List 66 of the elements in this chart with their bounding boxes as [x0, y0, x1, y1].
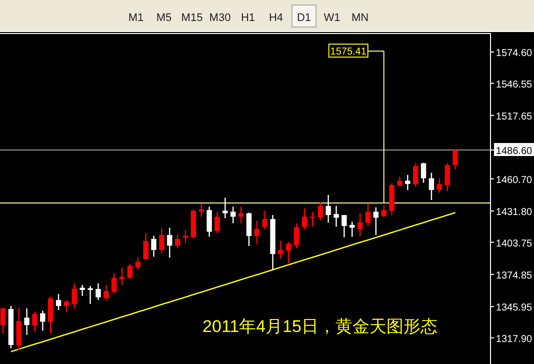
candlestick	[246, 212, 252, 247]
y-tick-label: 1403.75	[496, 238, 533, 250]
y-tick-label: 1374.85	[496, 270, 533, 282]
price-label: 1575.41	[328, 44, 384, 204]
candlestick	[381, 204, 386, 218]
candlestick	[436, 178, 442, 194]
candlestick	[222, 197, 228, 219]
candlestick	[72, 282, 78, 309]
candlestick	[420, 162, 426, 184]
candlestick	[0, 308, 6, 334]
y-tick-label: 1345.95	[496, 302, 533, 314]
candlestick	[342, 214, 347, 238]
y-tick-label: 1486.60	[496, 146, 533, 158]
candlestick	[230, 206, 236, 224]
candlestick	[104, 284, 109, 302]
candlestick	[16, 307, 22, 351]
y-tick-label: 1546.55	[496, 79, 533, 90]
candlestick	[88, 285, 93, 305]
y-tick-label: 1317.90	[496, 334, 533, 345]
candlestick	[151, 235, 156, 258]
candlestick	[48, 296, 54, 334]
candlestick	[412, 162, 418, 188]
candlestick	[294, 222, 300, 249]
candlestick	[80, 284, 85, 297]
candlestick	[135, 256, 140, 271]
y-tick-label: 1574.60	[496, 48, 533, 60]
candlestick	[405, 174, 410, 191]
candlestick	[182, 229, 188, 244]
candlestick	[96, 282, 101, 301]
candlestick	[286, 241, 292, 264]
candlestick	[174, 234, 180, 249]
candlestick	[143, 232, 148, 261]
annotation: 1575.41	[330, 46, 367, 58]
candlestick	[119, 267, 125, 286]
y-tick-label: 1517.65	[496, 111, 533, 122]
candlestick	[214, 211, 220, 234]
candlestick	[262, 210, 268, 230]
candlestick	[334, 205, 339, 228]
text: 2011年4月15日，黄金天图形态	[202, 317, 438, 336]
candlestick	[318, 202, 323, 221]
candlestick	[302, 208, 308, 230]
y-tick-label: 1460.70	[496, 174, 533, 186]
toolbar: M1 M5 M15 M30 H1 H4 D1 W1 MN	[0, 0, 534, 32]
candlestick	[254, 220, 260, 245]
candlestick	[64, 299, 70, 312]
candlestick	[373, 206, 379, 236]
candlestick	[310, 211, 316, 228]
candlestick	[127, 263, 133, 280]
candlestick	[159, 228, 164, 254]
candlestick	[428, 172, 434, 201]
candlestick	[40, 310, 46, 332]
candlestick	[444, 162, 450, 192]
candlestick	[167, 227, 172, 258]
candlestick	[56, 293, 62, 311]
line-series	[10, 212, 456, 352]
candlestick	[206, 206, 212, 238]
candlestick	[452, 149, 458, 170]
candlestick	[32, 311, 38, 332]
candlestick	[357, 212, 363, 237]
candlestick	[278, 240, 284, 259]
candlestick	[326, 194, 331, 224]
candlestick	[397, 176, 402, 187]
y-tick-label: 1431.80	[496, 207, 533, 218]
candlestick	[365, 202, 371, 227]
candlestick	[24, 308, 30, 336]
candlestick	[111, 272, 117, 294]
